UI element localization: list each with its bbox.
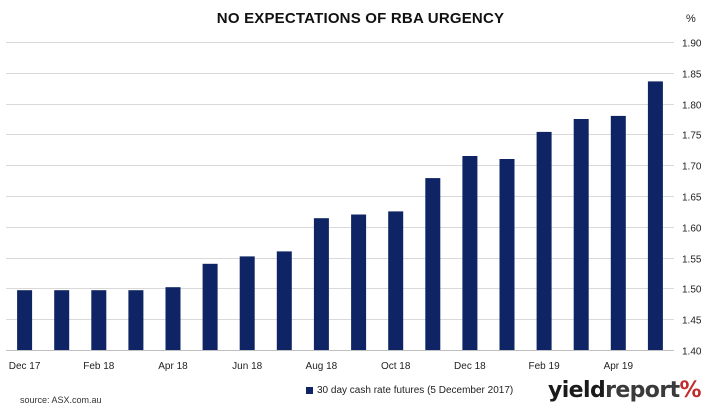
bar <box>425 178 441 350</box>
logo-part-percent: % <box>679 378 702 403</box>
logo-part-yield: yield <box>548 378 606 403</box>
bar <box>351 214 367 350</box>
y-axis-ticks: 1.40 1.45 1.50 1.55 1.60 1.65 1.70 1.75 1.80 1.85… <box>682 39 702 358</box>
bar <box>499 159 515 350</box>
y-tick-label: 1.50 <box>682 285 702 296</box>
x-tick-label: Oct 18 <box>381 361 411 372</box>
x-tick-label: Feb 19 <box>529 361 561 372</box>
bar <box>536 131 552 350</box>
bar <box>276 251 292 350</box>
y-tick-label: 1.65 <box>682 193 702 204</box>
x-tick-label: Jun 18 <box>232 361 262 372</box>
y-tick-label: 1.70 <box>682 162 702 173</box>
bar <box>17 290 33 350</box>
bar <box>388 211 404 350</box>
bar <box>647 81 663 351</box>
x-tick-label: Apr 18 <box>158 361 188 372</box>
bar <box>239 256 255 350</box>
bar <box>54 290 70 350</box>
bar <box>610 115 626 351</box>
bar <box>313 218 329 350</box>
bar <box>128 290 144 350</box>
legend-swatch <box>306 387 313 394</box>
bars <box>17 81 663 351</box>
legend: 30 day cash rate futures (5 December 201… <box>306 385 513 396</box>
y-tick-label: 1.40 <box>682 347 702 358</box>
x-axis-ticks: Dec 17 Feb 18 Apr 18 Jun 18 Aug 18 Oct 18 Dec … <box>9 361 634 372</box>
y-tick-label: 1.45 <box>682 316 702 327</box>
gridlines <box>6 42 674 351</box>
bar <box>462 156 478 350</box>
y-axis-unit: % <box>686 13 696 25</box>
y-tick-label: 1.85 <box>682 70 702 81</box>
y-tick-label: 1.75 <box>682 131 702 142</box>
bar <box>91 290 107 350</box>
logo-part-report: report <box>605 378 680 403</box>
chart-title: NO EXPECTATIONS OF RBA URGENCY <box>216 10 505 27</box>
bar <box>165 287 181 350</box>
legend-label: 30 day cash rate futures (5 December 201… <box>317 385 514 396</box>
yieldreport-logo: yieldreport% <box>548 378 702 403</box>
y-tick-label: 1.90 <box>682 39 702 50</box>
x-tick-label: Feb 18 <box>83 361 115 372</box>
x-tick-label: Apr 19 <box>604 361 634 372</box>
y-tick-label: 1.80 <box>682 101 702 112</box>
source-note: source: ASX.com.au <box>20 395 102 405</box>
x-tick-label: Aug 18 <box>306 361 338 372</box>
bar <box>202 263 218 350</box>
y-tick-label: 1.55 <box>682 255 702 266</box>
bar <box>573 119 589 350</box>
x-tick-label: Dec 17 <box>9 361 41 372</box>
y-tick-label: 1.60 <box>682 224 702 235</box>
x-tick-label: Dec 18 <box>454 361 486 372</box>
